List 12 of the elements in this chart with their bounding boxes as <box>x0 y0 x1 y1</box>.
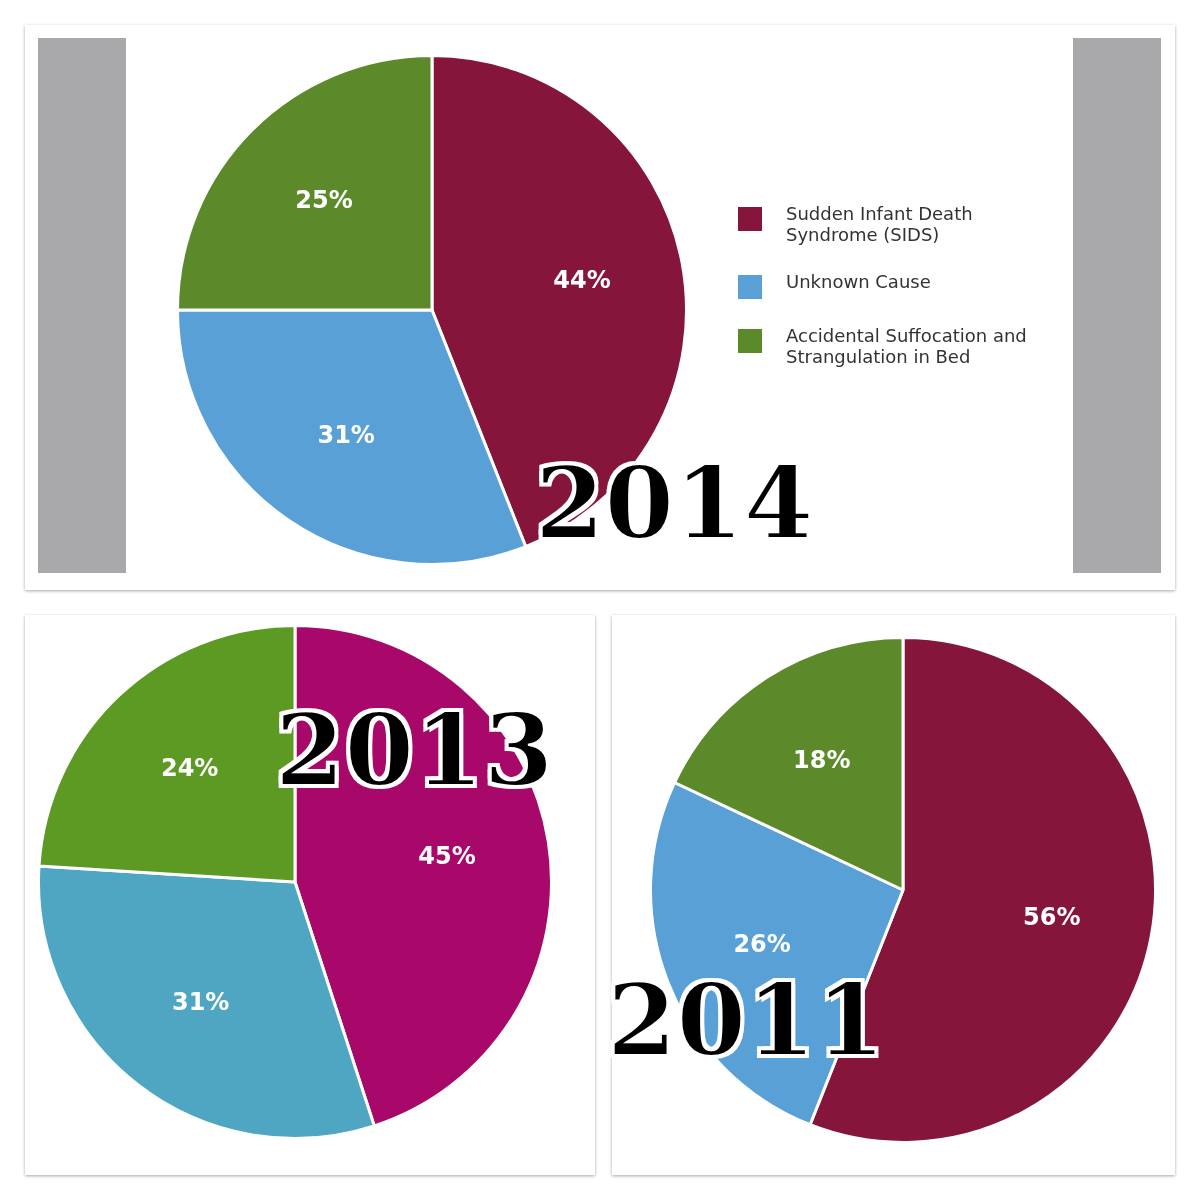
data-label: 45% <box>418 842 476 871</box>
data-label: 25% <box>295 186 353 215</box>
data-label: 31% <box>317 420 375 449</box>
data-label: 44% <box>553 265 611 294</box>
data-label: 18% <box>793 746 851 775</box>
legend-label: Sudden Infant Death Syndrome (SIDS) <box>786 203 974 245</box>
data-label: 31% <box>171 987 230 1016</box>
data-label: 24% <box>160 754 219 783</box>
legend-label: Accidental Suffocation and Strangulation in Bed <box>786 325 1028 367</box>
data-label: 56% <box>1023 902 1081 931</box>
data-label: 26% <box>733 930 791 959</box>
legend-label: Unknown Cause <box>786 271 931 292</box>
